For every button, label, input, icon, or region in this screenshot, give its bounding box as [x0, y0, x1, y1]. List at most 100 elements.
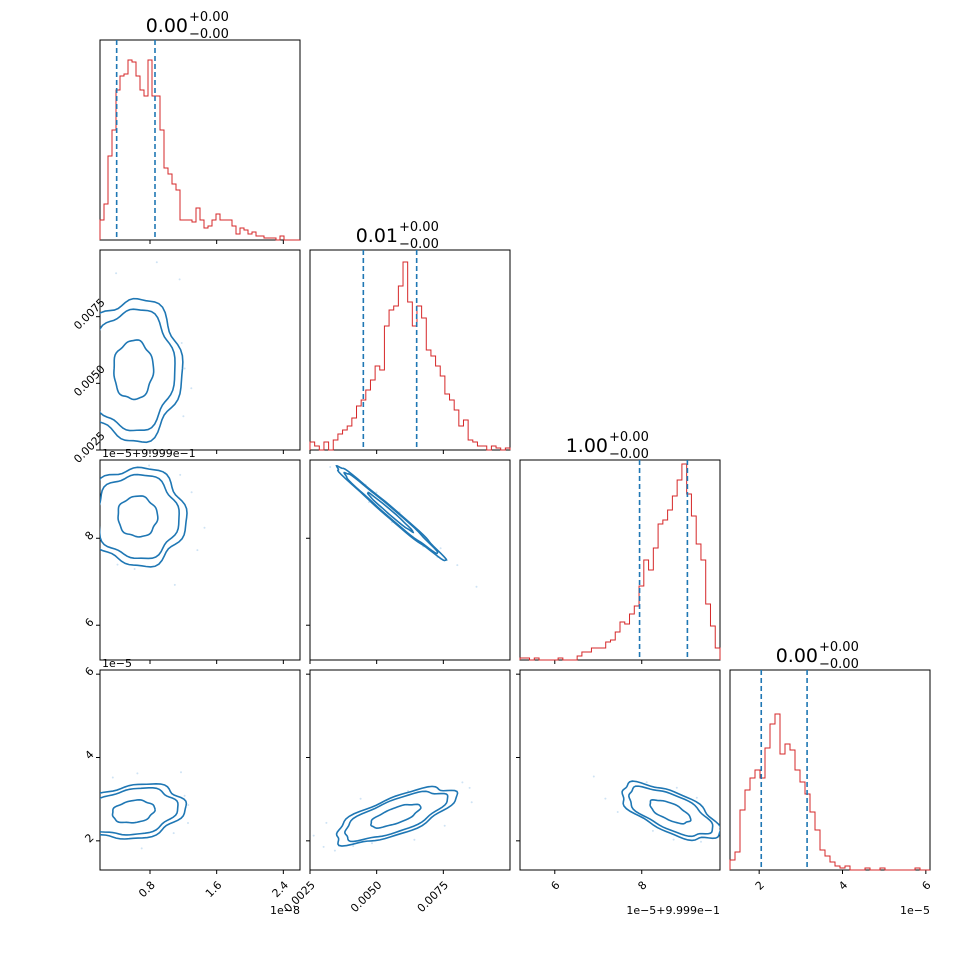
- y-tick-label: 6: [82, 665, 96, 679]
- contour-group-1-0: [78, 261, 193, 472]
- panel-frame: [309, 249, 511, 451]
- title-lower-error: −0.00: [399, 237, 439, 252]
- contour-level-2: [344, 790, 449, 843]
- contour-level-2: [100, 308, 176, 432]
- panel-0-0: [99, 39, 301, 244]
- scatter-point: [182, 415, 185, 418]
- x-tick-label: 0.0050: [348, 879, 384, 915]
- hist-1: 0.01 +0.00 −0.00: [309, 220, 511, 451]
- scatter-point: [136, 772, 139, 775]
- scatter-point: [439, 547, 442, 550]
- scatter-point: [74, 847, 76, 849]
- panel-frame: [99, 669, 301, 871]
- scatter-point: [84, 794, 86, 796]
- x-offset-label: 1e−8: [270, 904, 300, 917]
- scatter-point: [470, 801, 473, 804]
- x-tick-label: 6: [548, 879, 562, 893]
- x-tick-label: 2.4: [270, 879, 292, 901]
- contour-level-3: [100, 783, 188, 840]
- scatter-point: [303, 439, 305, 441]
- scatter-point: [140, 847, 143, 850]
- x-offset-label: 1e−5+9.999e−1: [626, 904, 720, 917]
- scatter-point: [148, 464, 151, 467]
- x-tick-label: 6: [919, 879, 933, 893]
- scatter-point: [413, 838, 416, 841]
- scatter-point: [72, 493, 74, 495]
- title-value: 1.00: [566, 435, 608, 457]
- title-upper-error: +0.00: [819, 640, 859, 655]
- scatter-point: [179, 473, 182, 476]
- contour-level-2: [628, 785, 714, 838]
- contour-level-2: [343, 471, 439, 555]
- title-value: 0.00: [146, 15, 188, 37]
- x-tick-label: 0.8: [136, 879, 158, 901]
- y-tick-label: 0.0050: [71, 363, 107, 399]
- scatter-point: [604, 797, 607, 800]
- scatter-point: [178, 278, 181, 281]
- scatter-point: [616, 811, 619, 813]
- hist-3: 0.00 +0.00 −0.00: [729, 640, 930, 871]
- title-upper-error: +0.00: [609, 430, 649, 445]
- scatter-point: [155, 261, 158, 264]
- panel-2-1: [306, 459, 511, 664]
- contour-group-2-1: [303, 439, 478, 588]
- scatter-point: [73, 805, 75, 807]
- x-offset-label: 1e−5: [900, 904, 930, 917]
- panel-frame: [519, 669, 721, 871]
- scatter-point: [352, 845, 355, 847]
- scatter-point: [375, 491, 378, 494]
- scatter-point: [700, 840, 702, 843]
- title-value: 0.00: [776, 645, 818, 667]
- x-tick-label: 0.0075: [415, 879, 451, 915]
- histogram-line: [99, 59, 300, 241]
- scatter-point: [329, 466, 332, 468]
- scatter-point: [180, 342, 183, 344]
- contour-level-3: [100, 466, 188, 568]
- contour-level-1: [370, 803, 422, 829]
- x-tick-label: 1.6: [203, 879, 225, 901]
- scatter-point: [111, 776, 114, 779]
- scatter-point: [111, 442, 113, 444]
- contour-level-3: [621, 780, 720, 842]
- title-upper-error: +0.00: [189, 10, 229, 25]
- panel-2-0: 68: [82, 459, 301, 664]
- y-tick-label: 8: [82, 529, 96, 543]
- contour-level-1: [111, 799, 156, 824]
- panel-frame: [99, 459, 301, 661]
- scatter-point: [78, 336, 80, 338]
- panel-2-2: [519, 459, 721, 664]
- panel-frame: [309, 459, 511, 661]
- scatter-point: [672, 838, 675, 841]
- contour-level-1: [649, 799, 692, 825]
- contour-level-1: [117, 495, 159, 538]
- x-tick-label: 4: [836, 879, 850, 893]
- contour-level-3: [335, 465, 448, 562]
- scatter-point: [443, 824, 446, 827]
- scatter-point: [359, 797, 362, 800]
- scatter-point: [180, 771, 182, 774]
- y-tick-label: 4: [82, 748, 96, 762]
- scatter-point: [79, 530, 81, 532]
- scatter-point: [97, 470, 99, 472]
- x-tick-label: 2: [753, 879, 767, 893]
- panel-frame: [99, 39, 301, 241]
- contour-group-2-0: [72, 442, 206, 586]
- y-offset-label: 1e−5+9.999e−1: [102, 447, 196, 460]
- scatter-point: [203, 526, 206, 529]
- scatter-point: [695, 796, 698, 799]
- scatter-point: [475, 585, 478, 588]
- x-tick-label: 8: [635, 879, 649, 893]
- scatter-point: [196, 549, 199, 552]
- contour-level-3: [335, 785, 459, 847]
- panel-frame: [729, 669, 931, 871]
- panel-frame: [99, 249, 301, 451]
- scatter-point: [312, 834, 315, 837]
- scatter-point: [116, 563, 119, 566]
- y-tick-label: 6: [82, 616, 96, 630]
- scatter-point: [97, 853, 99, 855]
- scatter-point: [333, 849, 336, 852]
- panel-3-1: 0.0025 0.0050 0.0075: [281, 669, 511, 915]
- scatter-point: [183, 367, 186, 370]
